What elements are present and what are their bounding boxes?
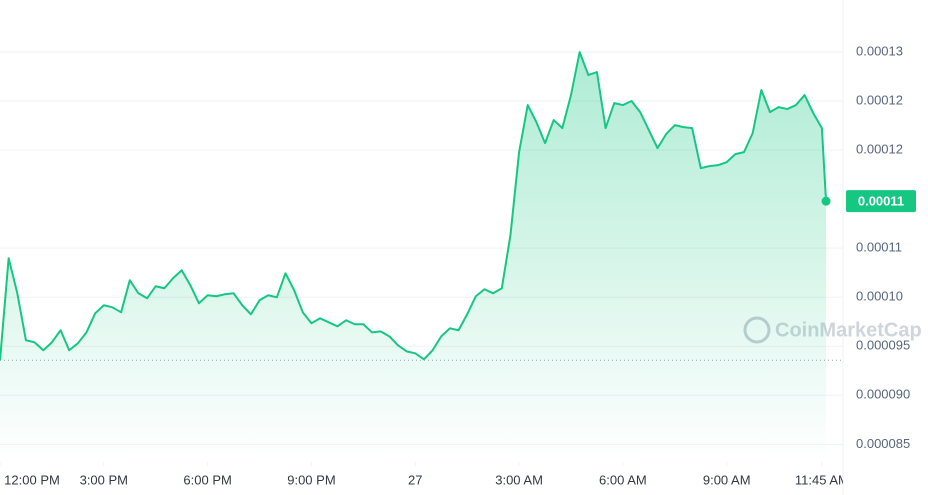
price-area bbox=[0, 52, 827, 463]
y-tick-label: 0.000090 bbox=[856, 387, 910, 402]
y-tick-label: 0.00011 bbox=[856, 240, 902, 255]
x-axis: 12:00 PM 3:00 PM 6:00 PM 9:00 PM 27 3:00 AM 6:… bbox=[0, 462, 849, 487]
y-tick-label: 0.00012 bbox=[856, 142, 903, 157]
x-tick-label: 12:00 PM bbox=[4, 472, 60, 487]
y-tick-label: 0.00012 bbox=[856, 92, 903, 107]
y-tick-label: 0.00010 bbox=[856, 289, 903, 304]
series bbox=[0, 51, 843, 463]
x-tick-label: 3:00 PM bbox=[80, 472, 128, 487]
x-tick-label: 6:00 PM bbox=[183, 472, 231, 487]
x-tick-label: 6:00 AM bbox=[599, 472, 647, 487]
last-price-tag bbox=[846, 190, 916, 213]
x-tick-label: 9:00 PM bbox=[287, 472, 335, 487]
x-tick-label: 3:00 AM bbox=[495, 472, 543, 487]
price-line bbox=[0, 51, 828, 361]
y-tick-label: 0.000085 bbox=[856, 436, 910, 451]
labels: 0.00013 0.00012 0.00012 0.00011 0.00010 0.000… bbox=[0, 43, 916, 487]
x-tick-label: 9:00 AM bbox=[703, 472, 751, 487]
last-price-dot bbox=[821, 196, 831, 206]
last-price-label: 0.00011 bbox=[858, 194, 904, 209]
y-tick-label: 0.00013 bbox=[856, 43, 903, 58]
x-tick-label: 27 bbox=[408, 472, 422, 487]
y-tick-label: 0.000095 bbox=[856, 338, 910, 353]
x-tick-label: 11:45 AM bbox=[795, 472, 849, 487]
